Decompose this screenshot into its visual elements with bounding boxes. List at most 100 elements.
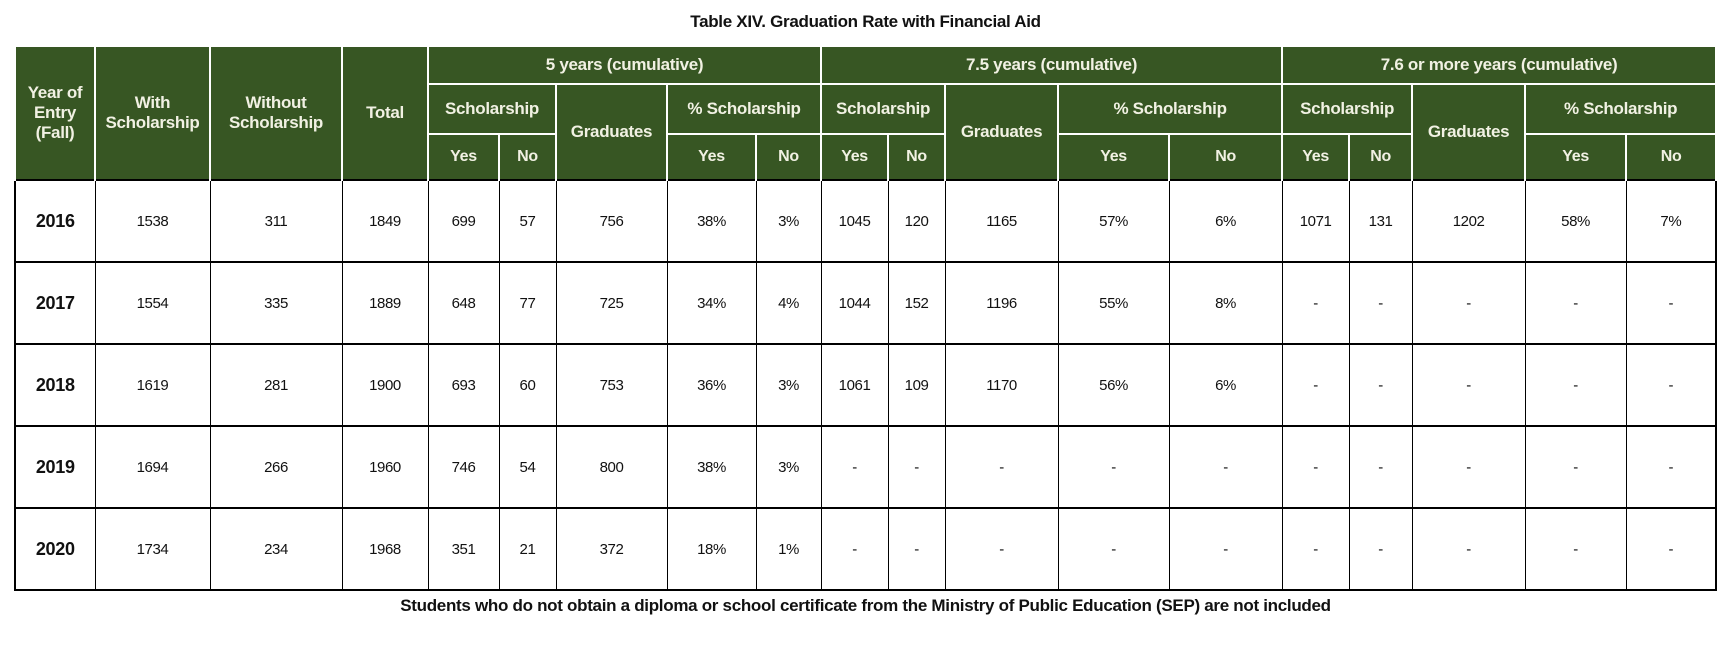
header-yes: Yes xyxy=(820,133,890,181)
header-yes: Yes xyxy=(427,133,500,181)
row-year: 2019 xyxy=(14,425,96,509)
header-graduates: Graduates xyxy=(944,83,1060,181)
table-cell: 7% xyxy=(1625,179,1717,263)
table-cell: - xyxy=(944,425,1059,509)
table-cell: 372 xyxy=(555,507,668,591)
header-group-5-years: 5 years (cumulative) xyxy=(426,45,823,85)
header-yes: Yes xyxy=(1281,133,1351,181)
table-cell: 1734 xyxy=(94,507,211,591)
table-cell: 1619 xyxy=(94,343,211,427)
table-cell: 756 xyxy=(555,179,668,263)
table-cell: 38% xyxy=(666,179,757,263)
table-cell: 281 xyxy=(209,343,343,427)
table-cell: 1% xyxy=(755,507,822,591)
header-scholarship: Scholarship xyxy=(427,83,557,135)
header-scholarship: Scholarship xyxy=(820,83,947,135)
header-without-scholarship: Without Scholarship xyxy=(209,45,343,181)
header-no: No xyxy=(1625,133,1718,181)
table-cell: - xyxy=(1411,343,1526,427)
table-cell: - xyxy=(1524,343,1627,427)
header-group-row: Year of Entry (Fall) With Scholarship Wi… xyxy=(14,45,1718,181)
table-cell: 120 xyxy=(887,179,946,263)
table-cell: - xyxy=(1057,507,1170,591)
header-group-7-6-years: 7.6 or more years (cumulative) xyxy=(1281,45,1718,85)
table-cell: 3% xyxy=(755,179,822,263)
table-row: 2020 1734 234 1968 351 21 372 18% 1% - - - - - - - - - - xyxy=(14,507,1717,591)
table-cell: 77 xyxy=(498,261,557,345)
table-row: 2019 1694 266 1960 746 54 800 38% 3% - - - - - - - - - - xyxy=(14,425,1717,509)
header-sub-row: Scholarship Graduates % Scholarship Scho… xyxy=(15,83,1718,181)
table-cell: - xyxy=(1411,507,1526,591)
table-cell: - xyxy=(887,425,946,509)
table-cell: 1960 xyxy=(341,425,429,509)
table-cell: 57 xyxy=(498,179,557,263)
table-cell: 109 xyxy=(887,343,946,427)
table-cell: 3% xyxy=(755,343,822,427)
table-cell: - xyxy=(1625,507,1717,591)
table-cell: 131 xyxy=(1348,179,1413,263)
row-year: 2016 xyxy=(14,179,96,263)
table-header: Year of Entry (Fall) With Scholarship Wi… xyxy=(14,45,1718,181)
table-cell: - xyxy=(1625,343,1717,427)
table-row: 2017 1554 335 1889 648 77 725 34% 4% 1044 152 1196 5… xyxy=(14,261,1717,345)
table-cell: 21 xyxy=(498,507,557,591)
table-cell: 648 xyxy=(427,261,500,345)
table-cell: 335 xyxy=(209,261,343,345)
table-cell: 8% xyxy=(1168,261,1283,345)
table-cell: - xyxy=(1348,261,1413,345)
table-cell: - xyxy=(1348,507,1413,591)
header-yesno-row: Yes No Yes No Yes No Yes No Yes No Yes N… xyxy=(15,133,1718,181)
table-cell: - xyxy=(1524,507,1627,591)
table-cell: 800 xyxy=(555,425,668,509)
table-cell: 311 xyxy=(209,179,343,263)
table-cell: 1900 xyxy=(341,343,429,427)
table-cell: 753 xyxy=(555,343,668,427)
header-pct-scholarship: % Scholarship xyxy=(1524,83,1718,135)
table-cell: - xyxy=(820,425,889,509)
table-cell: 1170 xyxy=(944,343,1059,427)
table-cell: 55% xyxy=(1057,261,1170,345)
table-cell: 54 xyxy=(498,425,557,509)
table-cell: 1165 xyxy=(944,179,1059,263)
table-cell: 725 xyxy=(555,261,668,345)
table-cell: 1196 xyxy=(944,261,1059,345)
table-cell: 6% xyxy=(1168,179,1283,263)
table-cell: - xyxy=(1168,425,1283,509)
table-cell: - xyxy=(887,507,946,591)
table-cell: - xyxy=(1411,425,1526,509)
table-cell: 57% xyxy=(1057,179,1170,263)
table-cell: - xyxy=(944,507,1059,591)
table-cell: 3% xyxy=(755,425,822,509)
header-pct-scholarship: % Scholarship xyxy=(1057,83,1284,135)
header-pct-scholarship: % Scholarship xyxy=(665,83,823,135)
table-cell: 1045 xyxy=(820,179,889,263)
table-cell: 1061 xyxy=(820,343,889,427)
table-cell: 1968 xyxy=(341,507,429,591)
header-yes: Yes xyxy=(666,133,757,181)
header-no: No xyxy=(887,133,947,181)
table-cell: - xyxy=(1057,425,1170,509)
table-cell: 1889 xyxy=(341,261,429,345)
table-cell: 1694 xyxy=(94,425,211,509)
table-cell: 38% xyxy=(666,425,757,509)
table-cell: - xyxy=(1524,425,1627,509)
table-cell: 1202 xyxy=(1411,179,1526,263)
table-cell: 266 xyxy=(209,425,343,509)
table-cell: - xyxy=(1524,261,1627,345)
table-cell: - xyxy=(1348,425,1413,509)
header-graduates: Graduates xyxy=(555,83,668,181)
header-graduates: Graduates xyxy=(1411,83,1527,181)
header-no: No xyxy=(498,133,557,181)
header-year-of-entry: Year of Entry (Fall) xyxy=(14,45,96,181)
table-cell: 6% xyxy=(1168,343,1283,427)
table-cell: 234 xyxy=(209,507,343,591)
table-cell: - xyxy=(1168,507,1283,591)
table-row: 2018 1619 281 1900 693 60 753 36% 3% 1061 109 1170 5… xyxy=(14,343,1717,427)
table-cell: 1044 xyxy=(820,261,889,345)
table-cell: - xyxy=(1625,425,1717,509)
header-yes: Yes xyxy=(1057,133,1171,181)
table-cell: - xyxy=(1281,425,1350,509)
table-cell: 56% xyxy=(1057,343,1170,427)
header-with-scholarship: With Scholarship xyxy=(94,45,211,181)
